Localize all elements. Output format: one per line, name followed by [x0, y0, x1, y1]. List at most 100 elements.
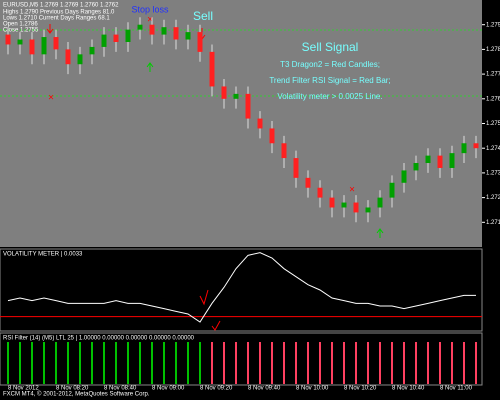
rsi-bar	[199, 342, 201, 384]
volatility-line	[7, 252, 476, 323]
candle-body	[89, 46, 95, 55]
candle-body	[305, 177, 311, 188]
candle-body	[425, 155, 431, 164]
candle-body	[377, 197, 383, 208]
rsi-bar	[163, 342, 165, 384]
x-tick-label: 8 Nov 10:00	[296, 386, 329, 392]
y-tick-label: 1.2760	[486, 96, 500, 102]
rsi-bar	[7, 342, 9, 384]
candle-body	[233, 93, 239, 99]
candle-body	[137, 24, 143, 30]
y-tick-label: 1.2710	[486, 220, 500, 226]
stop-marker: ×	[48, 93, 54, 104]
rsi-bar	[283, 342, 285, 384]
candle-body	[101, 34, 107, 47]
candle-body	[449, 153, 455, 168]
rsi-bar	[79, 342, 81, 384]
annotation: Stop loss	[131, 4, 169, 14]
rsi-bar	[115, 342, 117, 384]
x-tick-label: 8 Nov 10:40	[392, 386, 425, 392]
rsi-bar	[223, 342, 225, 384]
candle-body	[245, 93, 251, 119]
annotation: Sell	[193, 9, 213, 23]
annotation: Volatility meter > 0.0025 Line.	[277, 92, 382, 101]
candle-body	[413, 163, 419, 171]
y-tick-label: 1.2790	[486, 22, 500, 28]
candle-body	[461, 143, 467, 154]
rsi-bar	[151, 342, 153, 384]
check-mark	[211, 320, 221, 331]
candle-body	[29, 39, 35, 55]
candle-body	[65, 49, 71, 65]
rsi-bar	[235, 342, 237, 384]
candle-body	[53, 37, 59, 50]
sell-arrow	[46, 24, 54, 34]
candle-body	[209, 51, 215, 87]
rsi-bar	[475, 342, 477, 384]
rsi-bar	[31, 342, 33, 384]
rsi-bar	[319, 342, 321, 384]
info: Highs 1.2790 Previous Days Ranges 81.0	[3, 10, 115, 16]
rsi-bar	[139, 342, 141, 384]
candle-body	[281, 143, 287, 159]
footer: FXCM MT4, © 2001-2012, MetaQuotes Softwa…	[3, 391, 150, 398]
info: Open 1.2786	[3, 22, 38, 28]
rsi-bar	[19, 342, 21, 384]
candle-body	[149, 24, 155, 35]
x-tick-label: 8 Nov 09:20	[200, 386, 233, 392]
candle-body	[113, 34, 119, 42]
volatility-panel	[0, 248, 483, 332]
candle-body	[221, 86, 227, 99]
buy-arrow	[376, 228, 384, 238]
rsi-bar	[211, 342, 213, 384]
y-tick-label: 1.2730	[486, 170, 500, 176]
rsi-bar	[103, 342, 105, 384]
rsi-bar	[187, 342, 189, 384]
candle-body	[77, 54, 83, 65]
stop-marker: ×	[147, 15, 153, 26]
check-mark	[199, 289, 209, 306]
buy-arrow	[146, 62, 154, 72]
panel-title: VOLATILITY METER | 0.0033	[3, 252, 83, 258]
y-tick-label: 1.2750	[486, 121, 500, 127]
rsi-bar	[91, 342, 93, 384]
price-panel	[0, 0, 482, 247]
candle-body	[341, 202, 347, 208]
candle-body	[257, 118, 263, 129]
candle-body	[185, 32, 191, 40]
candle-body	[317, 187, 323, 198]
rsi-bar	[67, 342, 69, 384]
info: Close 1.2755	[3, 28, 39, 34]
rsi-bar	[307, 342, 309, 384]
rsi-bar	[391, 342, 393, 384]
rsi-bar	[247, 342, 249, 384]
candle-body	[41, 37, 47, 55]
candle-body	[197, 32, 203, 52]
candle-body	[125, 29, 131, 42]
symbol-header: EURUSD,M5 1.2769 1.2769 1.2760 1.2762	[3, 3, 119, 9]
candle-body	[293, 158, 299, 178]
rsi-bar	[175, 342, 177, 384]
rsi-bar	[415, 342, 417, 384]
candle-body	[269, 128, 275, 144]
x-tick-label: 8 Nov 09:00	[152, 386, 185, 392]
candle-body	[353, 202, 359, 213]
rsi-bar	[367, 342, 369, 384]
rsi-bar	[43, 342, 45, 384]
annotation: T3 Dragon2 = Red Candles;	[280, 60, 380, 69]
y-tick-label: 1.2740	[486, 146, 500, 152]
rsi-bar	[463, 342, 465, 384]
candle-body	[329, 197, 335, 208]
annotation: Sell Signal	[302, 40, 359, 54]
stop-marker: ×	[349, 185, 355, 196]
x-tick-label: 8 Nov 11:00	[440, 386, 473, 392]
rsi-bar	[271, 342, 273, 384]
rsi-bar	[295, 342, 297, 384]
candle-body	[173, 27, 179, 40]
candle-body	[365, 207, 371, 213]
x-tick-label: 8 Nov 09:40	[248, 386, 281, 392]
x-tick-label: 8 Nov 10:20	[344, 386, 377, 392]
rsi-bar	[379, 342, 381, 384]
rsi-bar	[451, 342, 453, 384]
x-tick-label: 8 Nov 2012	[8, 386, 39, 392]
